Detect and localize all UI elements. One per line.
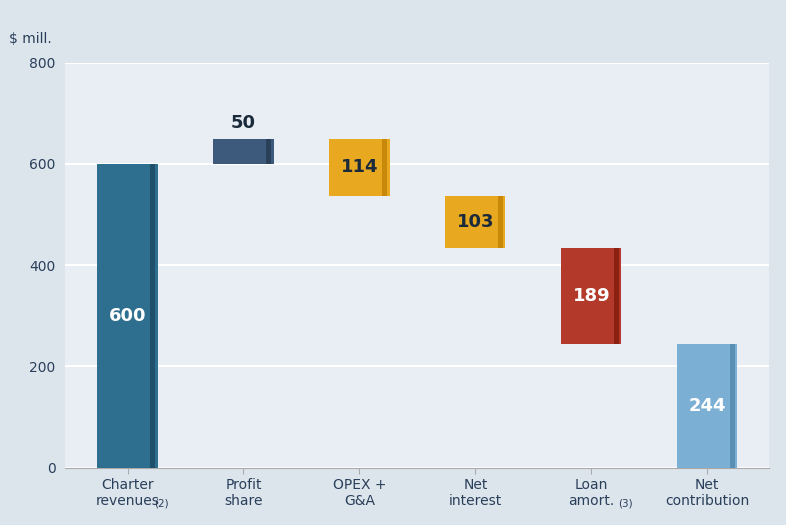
Bar xyxy=(498,196,503,248)
Text: 189: 189 xyxy=(572,287,610,306)
Bar xyxy=(730,344,735,468)
Bar xyxy=(614,248,619,344)
Text: 50: 50 xyxy=(231,114,256,132)
Bar xyxy=(150,164,156,468)
Text: $ mill.: $ mill. xyxy=(9,33,52,46)
Bar xyxy=(445,196,505,248)
Bar xyxy=(382,139,387,196)
Bar xyxy=(97,164,158,468)
Text: (2): (2) xyxy=(154,498,169,508)
Bar xyxy=(677,344,737,468)
Bar xyxy=(561,248,622,344)
Bar xyxy=(266,139,271,164)
Text: 600: 600 xyxy=(108,307,146,325)
Bar xyxy=(213,139,274,164)
Text: 103: 103 xyxy=(457,213,494,232)
Text: (3): (3) xyxy=(618,498,633,508)
Bar xyxy=(329,139,390,196)
Text: 244: 244 xyxy=(689,397,726,415)
Text: 114: 114 xyxy=(340,159,378,176)
